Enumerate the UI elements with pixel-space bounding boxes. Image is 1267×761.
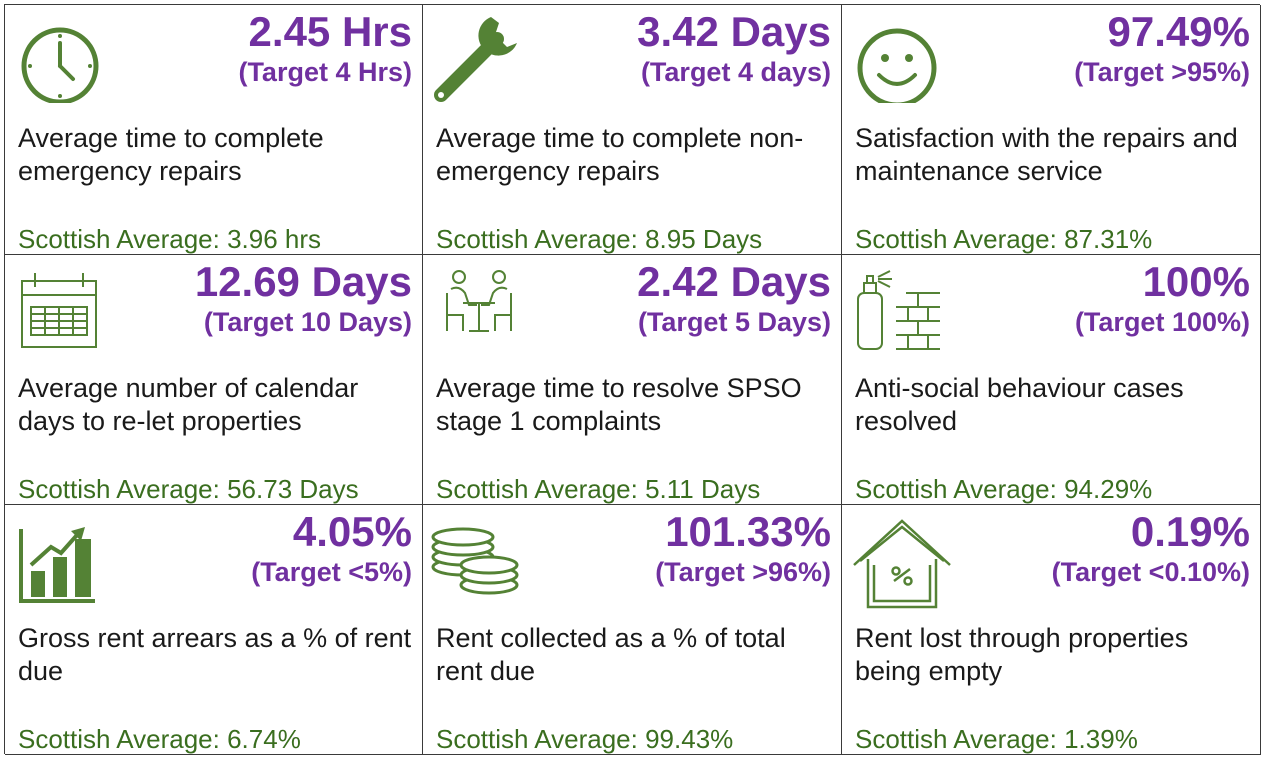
kpi-value: 97.49% [1107,8,1250,55]
kpi-card-rent-collected: 101.33% (Target >96%) Rent collected as … [423,505,842,755]
kpi-value: 0.19% [1130,508,1250,555]
kpi-description: Rent collected as a % of total rent due [436,623,786,686]
kpi-scottish-average: Scottish Average: 1.39% [855,724,1138,754]
clock-icon [15,13,105,103]
kpi-card-rent-lost: 0.19% (Target <0.10%) Rent lost through … [842,505,1261,755]
kpi-value: 4.05% [292,508,412,555]
kpi-card-non-emergency-repairs: 3.42 Days (Target 4 days) Average time t… [423,5,842,255]
kpi-scottish-average: Scottish Average: 3.96 hrs [18,224,322,254]
kpi-card-re-let-days: 12.69 Days (Target 10 Days) Average numb… [5,255,423,505]
kpi-card-satisfaction: 97.49% (Target >95%) Satisfaction with t… [842,5,1261,255]
kpi-value: 2.45 Hrs [248,8,412,55]
kpi-description: Gross rent arrears as a % of rent due [18,623,412,686]
kpi-value: 3.42 Days [637,8,831,55]
bar-chart-up-icon [15,513,105,603]
kpi-value: 101.33% [665,508,831,555]
kpi-target: (Target >96%) [655,557,831,587]
kpi-grid: 2.45 Hrs (Target 4 Hrs) Average time to … [4,4,1261,755]
kpi-scottish-average: Scottish Average: 6.74% [18,724,301,754]
kpi-value: 2.42 Days [637,258,831,305]
kpi-scottish-average: Scottish Average: 8.95 Days [436,224,763,254]
kpi-card-emergency-repairs: 2.45 Hrs (Target 4 Hrs) Average time to … [5,5,423,255]
kpi-target: (Target <0.10%) [1051,557,1250,587]
kpi-scottish-average: Scottish Average: 94.29% [855,474,1153,504]
kpi-target: (Target 4 days) [640,57,831,87]
kpi-value: 100% [1142,258,1250,305]
kpi-scottish-average: Scottish Average: 5.11 Days [436,474,761,504]
kpi-description: Satisfaction with the repairs and mainte… [855,123,1238,186]
kpi-target: (Target >95%) [1074,57,1250,87]
kpi-card-spso-complaints: 2.42 Days (Target 5 Days) Average time t… [423,255,842,505]
kpi-target: (Target 5 Days) [637,307,831,337]
kpi-description: Rent lost through properties being empty [855,623,1189,686]
kpi-value: 12.69 Days [194,258,412,305]
coins-icon [429,513,525,603]
calendar-icon [15,263,105,353]
kpi-scottish-average: Scottish Average: 56.73 Days [18,474,359,504]
kpi-target: (Target 100%) [1074,307,1250,337]
kpi-description: Average time to complete non-emergency r… [436,123,804,186]
kpi-card-anti-social-behaviour: 100% (Target 100%) Anti-social behaviour… [842,255,1261,505]
house-percent-icon [850,515,954,611]
kpi-card-rent-arrears: 4.05% (Target <5%) Gross rent arrears as… [5,505,423,755]
kpi-scottish-average: Scottish Average: 99.43% [436,724,734,754]
meeting-table-icon [433,263,523,353]
spray-can-wall-icon [852,263,942,353]
kpi-description: Anti-social behaviour cases resolved [855,373,1184,436]
kpi-description: Average time to resolve SPSO stage 1 com… [436,373,802,436]
wrench-icon [427,9,525,107]
kpi-target: (Target 4 Hrs) [238,57,412,87]
kpi-description: Average time to complete emergency repai… [18,123,324,186]
kpi-scottish-average: Scottish Average: 87.31% [855,224,1153,254]
kpi-description: Average number of calendar days to re-le… [18,373,359,436]
kpi-target: (Target 10 Days) [203,307,412,337]
smiley-icon [852,13,942,103]
kpi-target: (Target <5%) [251,557,412,587]
